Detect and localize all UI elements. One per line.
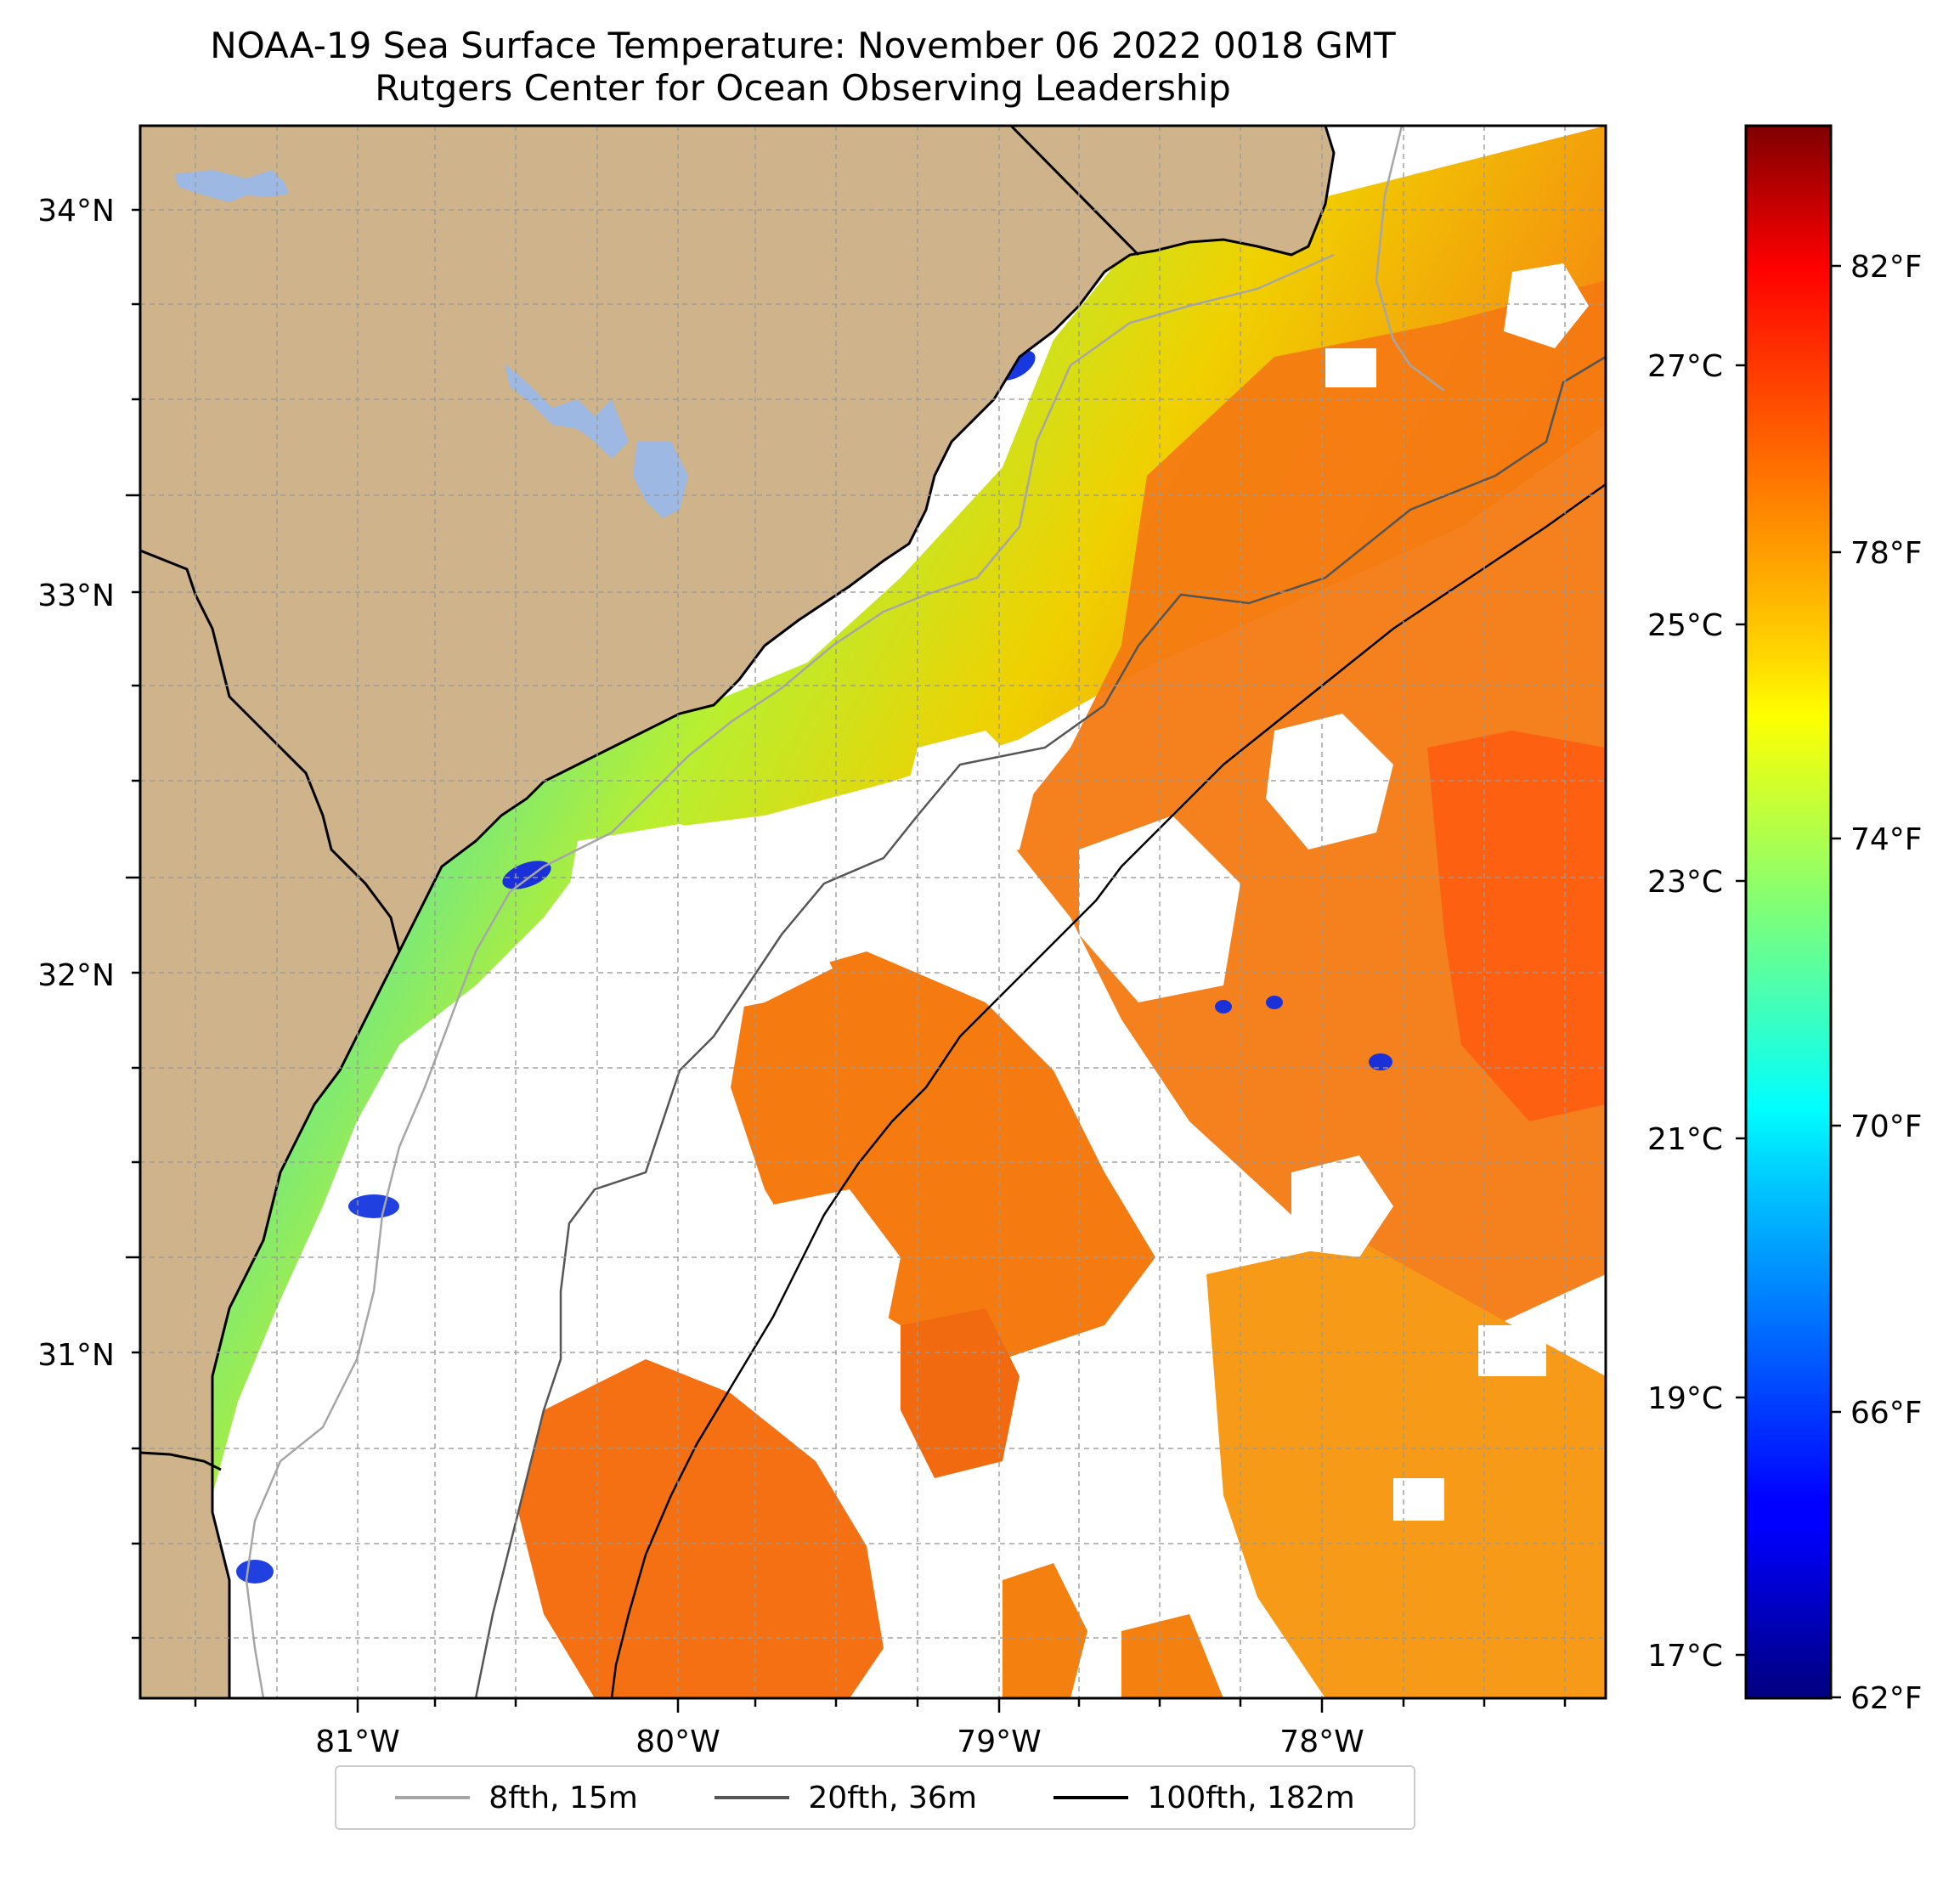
legend-label: 8fth, 15m [489,1780,638,1815]
lon-label-81w: 81°W [315,1725,399,1759]
cloud-gap [756,1189,901,1359]
cold-spot [1369,1053,1392,1070]
lake [633,442,688,518]
fahrenheit-label: 66°F [1850,1396,1923,1431]
latitude-ticks [126,208,140,1640]
state-border [140,1451,222,1471]
lat-label-31n: 31°N [37,1338,115,1373]
cold-spot [1266,996,1283,1009]
isobath-8fth [245,126,1445,1698]
lat-label-33n: 33°N [37,579,115,613]
lon-label-79w: 79°W [957,1725,1041,1759]
map-frame [138,124,1607,1700]
fahrenheit-label: 62°F [1850,1681,1923,1716]
sst-warm-patch [518,1359,884,1698]
legend-item-20fth: 20fth, 36m [715,1781,977,1815]
legend-label: 100fth, 182m [1147,1780,1355,1815]
legend-swatch [715,1796,790,1799]
cloud-gap [399,1155,561,1376]
cloud-gap [901,731,1036,867]
fahrenheit-ticks [1831,264,1841,1699]
cloud-gap [1325,348,1376,387]
legend-item-100fth: 100fth, 182m [1053,1780,1355,1815]
lat-label-32n: 32°N [37,958,115,993]
celsius-ticks [1736,364,1746,1657]
celsius-label: 27°C [1647,349,1723,384]
cloud-gap [1079,816,1240,1002]
sst-warm-patch [901,1308,1020,1478]
celsius-label: 25°C [1647,608,1723,643]
chart-title: NOAA-19 Sea Surface Temperature: Novembe… [210,25,1396,66]
cloud-gap [1266,714,1393,850]
chart-subtitle: Rutgers Center for Ocean Observing Leade… [375,67,1231,109]
isobath-legend: 8fth, 15m 20fth, 36m 100fth, 182m [335,1765,1415,1830]
cloud-gap [1393,1478,1444,1521]
celsius-label: 19°C [1647,1381,1723,1416]
map-area [140,126,1606,1698]
cold-spot [502,861,551,889]
colorbar [1744,124,1833,1700]
graticule [140,126,1606,1698]
cloud-gap [561,824,833,1019]
celsius-label: 23°C [1647,865,1723,900]
sst-warm-patch [1121,1614,1223,1698]
legend-swatch [395,1796,471,1799]
state-border [1009,126,1140,257]
cloud-gap [1291,1155,1393,1257]
cloud-gap [1504,263,1589,348]
fahrenheit-label: 78°F [1850,536,1923,571]
cold-spot [348,1194,399,1218]
fahrenheit-label: 82°F [1850,250,1923,285]
legend-item-8fth: 8fth, 15m [395,1781,638,1815]
cold-spot [1215,1000,1232,1013]
sst-warm-patch [1003,1563,1087,1698]
fahrenheit-label: 74°F [1850,822,1923,857]
celsius-label: 17°C [1647,1639,1723,1674]
cloud-gap [918,1478,1020,1614]
legend-swatch [1053,1796,1129,1799]
lat-label-34n: 34°N [37,194,115,229]
fahrenheit-label: 70°F [1850,1109,1923,1144]
lake [174,170,289,202]
land-mass [140,126,1336,1698]
cloud-gap [229,1427,391,1648]
isobath-100fth [610,483,1606,1698]
cold-spot [236,1560,274,1584]
longitude-ticks [194,1698,1567,1713]
sst-warm-patch [1427,731,1606,1121]
isobath-20fth [474,355,1606,1698]
lon-label-80w: 80°W [635,1725,720,1759]
legend-label: 20fth, 36m [808,1780,977,1815]
lon-label-78w: 78°W [1279,1725,1364,1759]
cloud-gap [1478,1325,1546,1376]
celsius-label: 21°C [1647,1122,1723,1157]
